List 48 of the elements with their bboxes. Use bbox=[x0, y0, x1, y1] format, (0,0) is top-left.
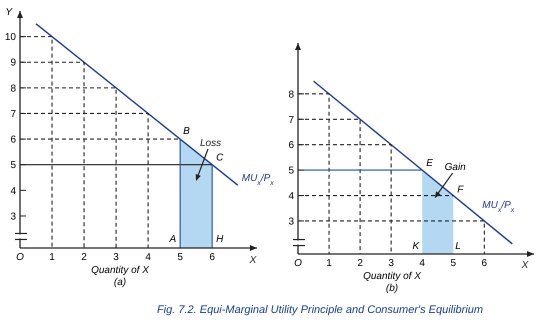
y-tick-label: 6 bbox=[288, 140, 294, 152]
y-tick-label: 4 bbox=[10, 186, 16, 197]
x-tick-label: 3 bbox=[388, 258, 394, 269]
x-tick-label: O bbox=[16, 252, 24, 263]
x-tick-label: 6 bbox=[482, 258, 488, 269]
annotation: F bbox=[457, 184, 464, 196]
y-tick-label: 6 bbox=[10, 134, 16, 146]
y-tick-label: 9 bbox=[10, 58, 16, 69]
y-tick-label: 5 bbox=[288, 166, 294, 177]
y-tick-label: 3 bbox=[288, 216, 294, 228]
y-tick-label: 7 bbox=[10, 108, 16, 120]
x-tick-label: 5 bbox=[177, 252, 184, 263]
y-tick-label: 7 bbox=[288, 114, 294, 126]
x-tick-label: 4 bbox=[145, 252, 152, 263]
x-axis-title: Quantity of X bbox=[363, 271, 422, 282]
text: X bbox=[520, 260, 529, 271]
y-tick-label: 8 bbox=[288, 89, 294, 100]
y-tick-label: 10 bbox=[4, 32, 16, 44]
x-axis-title: Quantity of X bbox=[91, 265, 150, 276]
y-tick-label: 8 bbox=[10, 83, 16, 94]
series-label: MU$_{x}$/P$_{x}$ bbox=[242, 173, 274, 187]
x-tick-label: 1 bbox=[326, 258, 332, 269]
annotation: C bbox=[216, 152, 224, 164]
y-tick-label: 4 bbox=[288, 191, 294, 202]
x-tick-label: 1 bbox=[49, 252, 56, 263]
y-tick-label: 3 bbox=[10, 211, 16, 222]
x-tick-label: 4 bbox=[419, 258, 426, 269]
x-tick-label: 6 bbox=[209, 252, 216, 263]
x-tick-label: O bbox=[294, 258, 302, 269]
series-label: MU$_{x}$/P$_{x}$ bbox=[482, 200, 515, 214]
x-tick-label: 5 bbox=[450, 258, 456, 269]
y-axis-title: Y bbox=[5, 7, 14, 18]
annotation: Gain bbox=[444, 162, 466, 174]
y-tick-label: 5 bbox=[10, 160, 16, 172]
annotation: Loss bbox=[200, 138, 222, 149]
text: X bbox=[248, 255, 257, 266]
annotation: B bbox=[183, 126, 190, 138]
caption: Fig. 7.2. Equi-Marginal Utility Principle and Consumer's Equilibrium bbox=[156, 304, 484, 316]
annotation: H bbox=[216, 234, 224, 245]
annotation: A bbox=[168, 234, 176, 245]
annotation: L bbox=[455, 241, 461, 252]
text: (b) bbox=[386, 283, 398, 294]
annotation: K bbox=[412, 241, 421, 252]
x-tick-label: 2 bbox=[357, 258, 364, 269]
annotation: E bbox=[426, 158, 434, 170]
x-tick-label: 2 bbox=[81, 252, 88, 263]
text: (a) bbox=[114, 277, 126, 288]
x-tick-label: 3 bbox=[113, 252, 120, 263]
